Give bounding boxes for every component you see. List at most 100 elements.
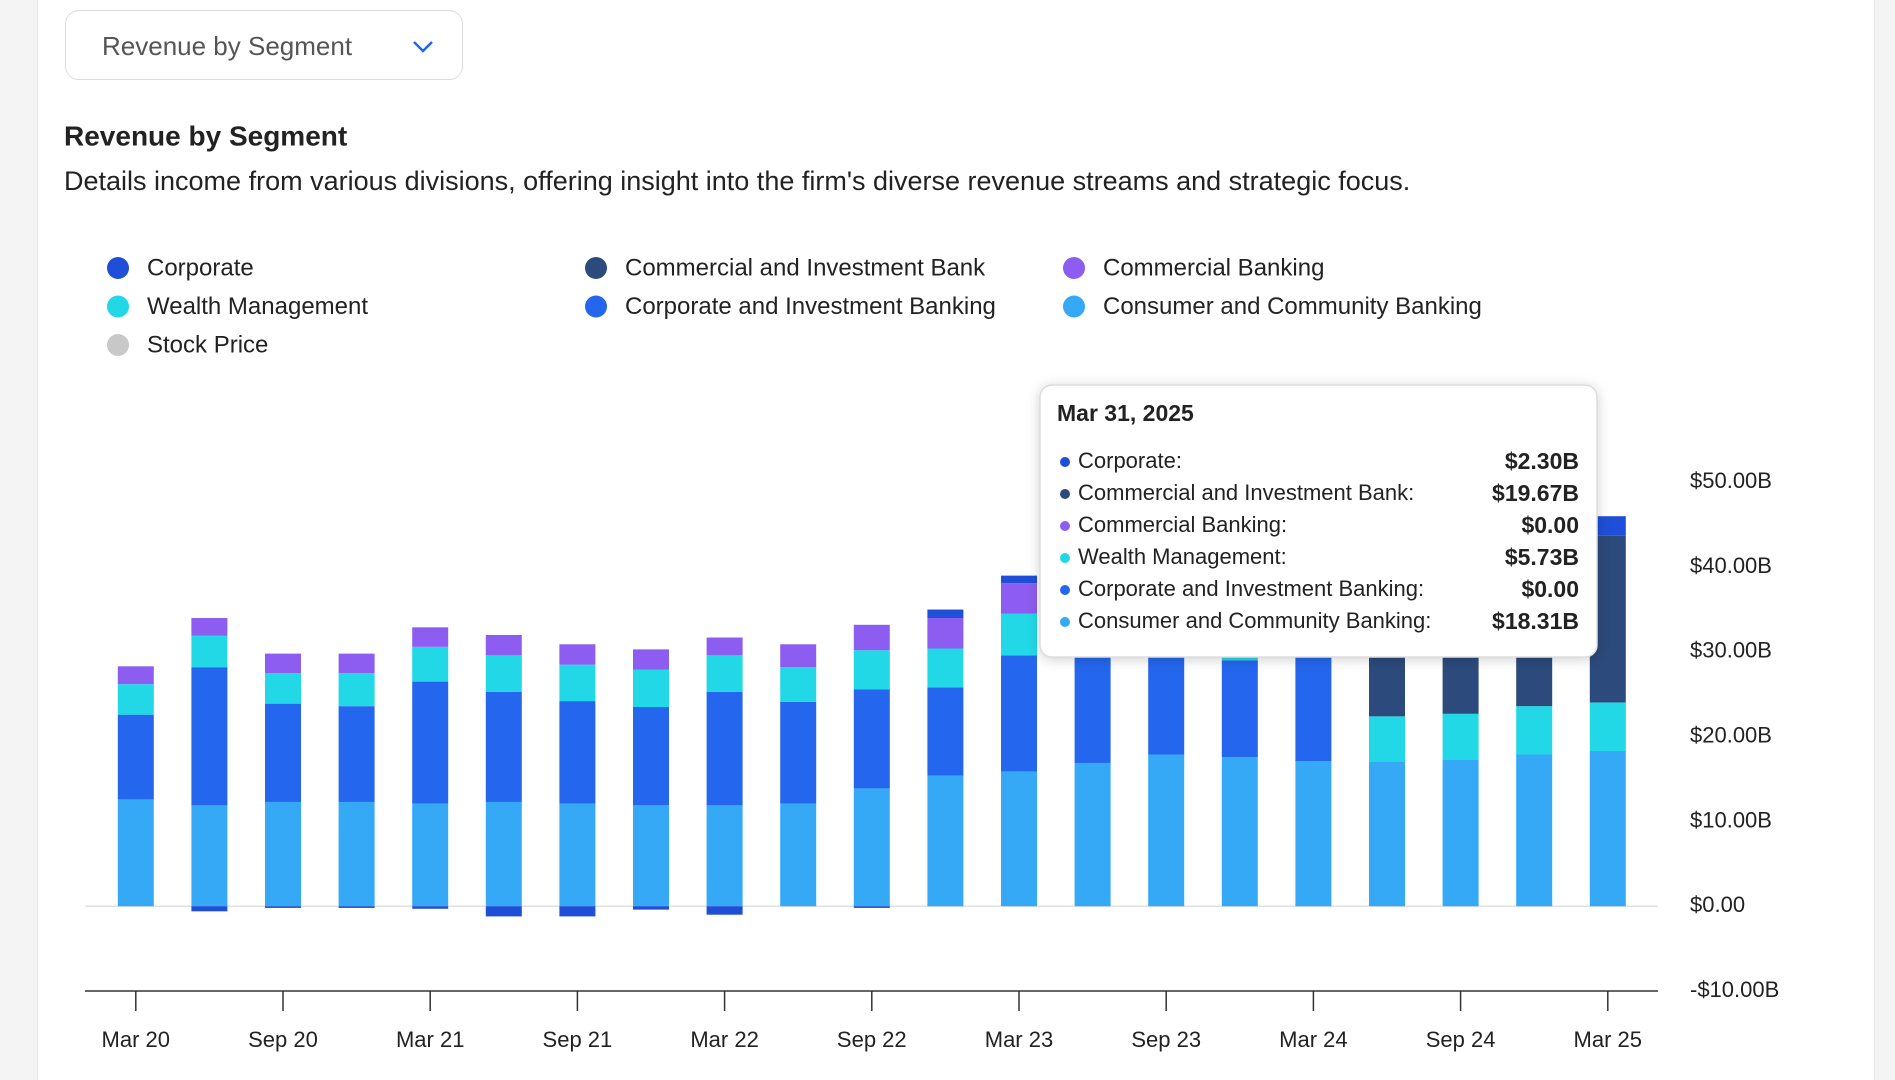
bar-segment	[338, 673, 375, 707]
bar-segment	[485, 691, 522, 802]
bar-segment	[117, 684, 154, 715]
bar-segment	[338, 906, 375, 908]
bar-segment	[559, 803, 596, 907]
bar-segment	[559, 906, 596, 917]
y-tick-label: -$10.00B	[1690, 977, 1779, 1002]
bar-segment	[1369, 716, 1405, 762]
bar-segment	[1516, 754, 1553, 907]
bar-segment	[1001, 771, 1037, 907]
bar-segment	[1001, 613, 1037, 656]
bar-segment	[117, 714, 154, 800]
y-tick-label: $30.00B	[1690, 638, 1772, 663]
legend-dot[interactable]	[107, 257, 129, 279]
x-tick-label: Mar 20	[102, 1027, 170, 1052]
y-tick-label: $10.00B	[1690, 807, 1772, 832]
x-tick-label: Sep 20	[248, 1027, 318, 1052]
bar-segment	[1516, 706, 1553, 755]
legend-label[interactable]: Corporate	[147, 254, 254, 281]
bar-segment	[1295, 761, 1332, 907]
bar-segment	[117, 666, 154, 685]
bar-segment	[853, 788, 890, 907]
bar-segment	[1001, 575, 1037, 584]
bar-segment	[633, 906, 669, 910]
bar-segment	[927, 609, 964, 619]
legend-dot[interactable]	[585, 257, 607, 279]
legend-label[interactable]: Consumer and Community Banking	[1103, 293, 1482, 320]
legend-label[interactable]: Stock Price	[147, 331, 268, 358]
x-tick-label: Mar 23	[985, 1027, 1053, 1052]
bar-segment	[633, 669, 669, 708]
bar-segment	[1589, 516, 1626, 536]
bar-segment	[265, 673, 301, 704]
y-tick-label: $40.00B	[1690, 553, 1772, 578]
legend-dot[interactable]	[107, 334, 129, 356]
legend-dot[interactable]	[1063, 257, 1085, 279]
bar-segment	[485, 906, 522, 917]
tooltip-title: Mar 31, 2025	[1057, 400, 1194, 426]
bar-segment	[927, 648, 964, 688]
bar-segment	[412, 681, 449, 804]
bar-segment	[485, 801, 522, 907]
tooltip-label: Corporate:	[1078, 448, 1182, 473]
tooltip-dot	[1060, 521, 1070, 531]
tooltip-label: Corporate and Investment Banking:	[1078, 576, 1424, 601]
bar-segment	[559, 644, 596, 665]
y-tick-label: $0.00	[1690, 892, 1745, 917]
bar-segment	[706, 805, 743, 907]
bar-segment	[1442, 759, 1479, 907]
bar-segment	[265, 906, 301, 908]
legend-dot[interactable]	[107, 295, 129, 318]
tooltip-label: Wealth Management:	[1078, 544, 1287, 569]
legend-label[interactable]: Commercial Banking	[1103, 254, 1324, 281]
bar-segment	[485, 634, 522, 656]
bar-segment	[412, 627, 449, 647]
legend-label[interactable]: Commercial and Investment Bank	[625, 254, 986, 281]
tooltip-dot	[1060, 457, 1070, 467]
y-tick-label: $50.00B	[1690, 468, 1772, 493]
bar-segment	[633, 707, 669, 806]
dropdown-label: Revenue by Segment	[102, 31, 353, 61]
tooltip-value: $18.31B	[1492, 608, 1579, 634]
legend-label[interactable]: Corporate and Investment Banking	[625, 293, 996, 320]
bar-segment	[1369, 761, 1405, 907]
legend-label[interactable]: Wealth Management	[147, 293, 368, 320]
bar-segment	[338, 653, 375, 674]
bar-segment	[1442, 713, 1479, 760]
legend-dot[interactable]	[1063, 295, 1085, 318]
tooltip-value: $2.30B	[1505, 448, 1579, 474]
bar-segment	[706, 906, 743, 915]
bar-segment	[853, 650, 890, 690]
bar-segment	[412, 803, 449, 907]
bar-segment	[117, 799, 154, 907]
tooltip-dot	[1060, 617, 1070, 627]
bar-segment	[1074, 644, 1111, 763]
bar-segment	[191, 805, 228, 907]
x-tick-label: Mar 24	[1279, 1027, 1347, 1052]
bar-segment	[412, 906, 449, 909]
bar-segment	[485, 655, 522, 692]
tooltip-label: Commercial and Investment Bank:	[1078, 480, 1414, 505]
bar-segment	[780, 803, 817, 907]
bar-segment	[559, 664, 596, 702]
x-tick-label: Sep 21	[543, 1027, 613, 1052]
bar-segment	[1295, 655, 1332, 762]
bar-segment	[412, 646, 449, 682]
tooltip-value: $19.67B	[1492, 480, 1579, 506]
bar-segment	[265, 703, 301, 802]
tooltip-value: $0.00	[1521, 512, 1579, 538]
bar-segment	[706, 655, 743, 692]
bar-segment	[1221, 660, 1258, 758]
bar-segment	[927, 775, 964, 907]
bar-segment	[633, 805, 669, 907]
segment-dropdown[interactable]: Revenue by Segment	[65, 10, 463, 80]
bar-segment	[927, 687, 964, 776]
bar-segment	[1148, 754, 1185, 907]
tooltip-dot	[1060, 489, 1070, 499]
legend-dot[interactable]	[585, 295, 607, 318]
bar-segment	[1001, 583, 1037, 614]
bar-segment	[1221, 757, 1258, 907]
chart-subtitle: Details income from various divisions, o…	[64, 166, 1410, 196]
bar-segment	[338, 801, 375, 907]
bar-segment	[780, 701, 817, 804]
